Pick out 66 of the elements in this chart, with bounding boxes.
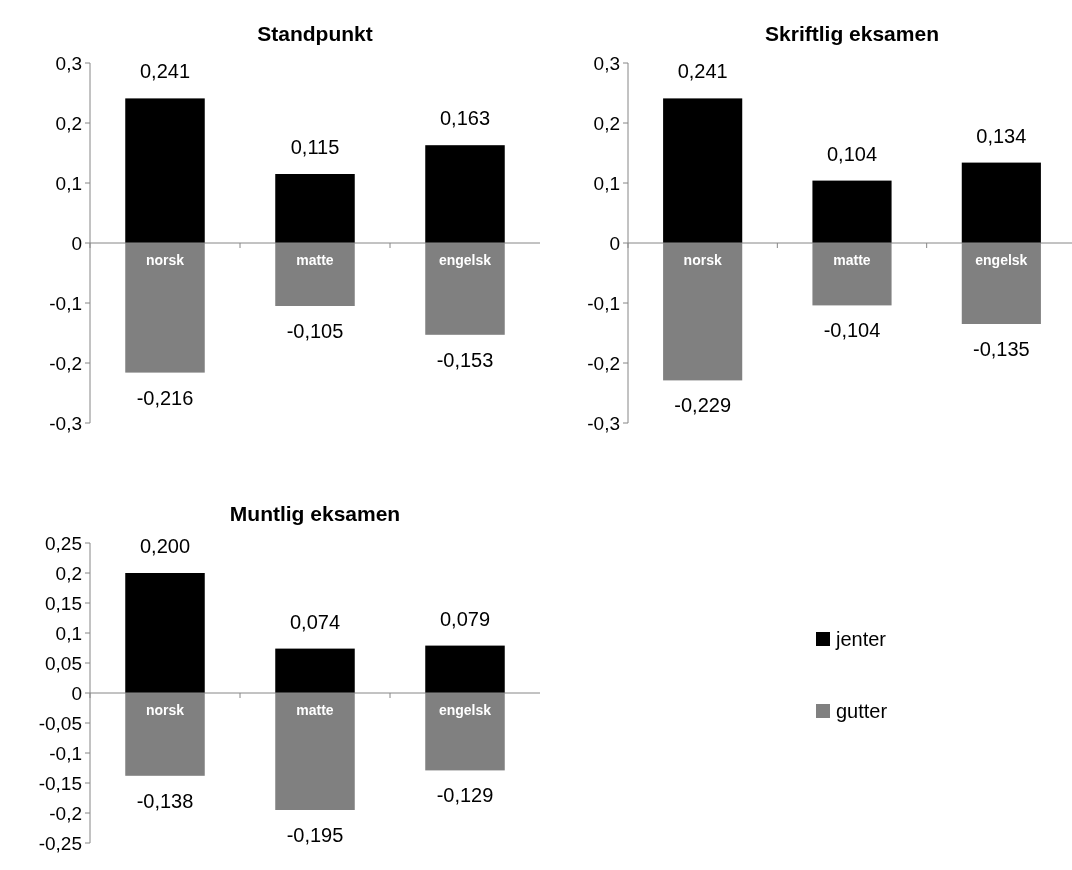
bar [425, 145, 505, 243]
y-tick-label: 0 [609, 232, 620, 254]
x-tick-label: engelsk [438, 252, 492, 268]
x-tick-label: norsk [145, 702, 185, 718]
x-tick-label: engelsk [438, 702, 492, 718]
y-tick-label: 0,1 [55, 622, 82, 644]
y-tick-label: 0,2 [55, 562, 82, 584]
x-tick-label: matte [296, 702, 334, 718]
data-label: 0,241 [677, 60, 728, 83]
y-tick-label: 0,1 [593, 172, 620, 194]
y-tick-label: 0,2 [593, 112, 620, 134]
y-tick-label: -0,15 [38, 772, 82, 794]
data-label: -0,195 [286, 824, 344, 846]
data-label: -0,216 [136, 386, 194, 409]
chart-title: Skriftlig eksamen [765, 22, 939, 45]
y-tick-label: 0,25 [45, 532, 82, 554]
y-tick-label: -0,2 [49, 802, 82, 824]
y-tick-label: 0,3 [55, 52, 82, 74]
y-tick-label: 0 [71, 232, 82, 254]
bar [125, 573, 205, 693]
y-tick-label: 0,05 [45, 652, 82, 674]
x-tick-label: matte [833, 252, 871, 268]
y-tick-label: -0,2 [587, 352, 620, 374]
y-tick-label: -0,25 [38, 832, 82, 854]
y-tick-label: 0,3 [593, 52, 620, 74]
y-tick-label: -0,3 [49, 412, 82, 434]
data-label: -0,138 [136, 789, 194, 812]
y-tick-label: -0,3 [587, 412, 620, 434]
y-tick-label: 0,1 [55, 172, 82, 194]
data-label: -0,153 [436, 348, 494, 371]
y-tick-label: -0,1 [587, 292, 620, 314]
y-tick-label: -0,05 [38, 712, 82, 734]
bar [275, 174, 355, 243]
chart-title: Standpunkt [257, 22, 373, 45]
data-label: 0,134 [976, 124, 1027, 147]
legend-label: gutter [836, 700, 888, 722]
data-label: -0,135 [972, 338, 1030, 360]
data-label: 0,115 [290, 136, 340, 158]
data-label: 0,104 [826, 142, 878, 165]
data-label: 0,200 [139, 535, 191, 557]
x-tick-label: engelsk [975, 252, 1028, 268]
y-tick-label: 0 [71, 682, 82, 704]
x-tick-label: matte [296, 252, 334, 268]
data-label: -0,229 [674, 394, 732, 417]
data-label: 0,079 [439, 607, 491, 630]
data-label: 0,163 [439, 107, 491, 130]
y-tick-label: -0,1 [49, 292, 82, 314]
x-tick-label: norsk [683, 252, 722, 268]
y-tick-label: 0,2 [55, 112, 82, 134]
bar [275, 648, 355, 693]
chart-title: Muntlig eksamen [229, 502, 401, 525]
data-label: -0,104 [823, 319, 881, 342]
y-tick-label: -0,1 [49, 742, 82, 764]
data-label: -0,129 [436, 784, 494, 807]
bar [663, 98, 743, 243]
data-label: 0,241 [139, 60, 191, 83]
bar [125, 98, 205, 243]
legend-label: jenter [835, 628, 887, 650]
data-label: 0,074 [289, 610, 341, 633]
bar [961, 162, 1041, 243]
x-tick-label: norsk [145, 252, 185, 268]
y-tick-label: 0,15 [45, 592, 82, 614]
bar [425, 645, 505, 693]
y-tick-label: -0,2 [49, 352, 82, 374]
bar [812, 180, 892, 243]
data-label: -0,105 [286, 320, 344, 342]
